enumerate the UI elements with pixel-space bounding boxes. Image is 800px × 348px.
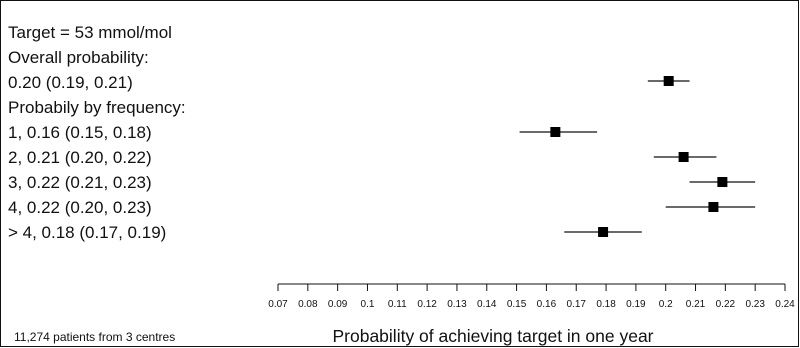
x-axis-label: Probability of achieving target in one y… <box>332 326 653 346</box>
x-tick-label-3: 0.1 <box>361 299 375 310</box>
group-labels: 1, 0.16 (0.15, 0.18) 2, 0.21 (0.20, 0.22)… <box>8 123 166 242</box>
x-axis: 0.07 0.08 0.09 0.1 0.11 0.12 0.13 0.14 0.15 0.16 0… <box>268 283 795 310</box>
forest-marks <box>519 76 756 237</box>
overall-point <box>663 76 674 86</box>
group-label-5: > 4, 0.18 (0.17, 0.19) <box>8 223 166 242</box>
x-tick-label-1: 0.08 <box>298 299 318 310</box>
x-tick-label-6: 0.13 <box>447 299 467 310</box>
overall-label: 0.20 (0.19, 0.21) <box>8 73 133 92</box>
group-label-2: 2, 0.21 (0.20, 0.22) <box>8 148 152 167</box>
group-3-point <box>717 177 728 187</box>
footnote: 11,274 patients from 3 centres <box>14 330 175 344</box>
x-tick-label-14: 0.21 <box>686 299 706 310</box>
x-tick-label-2: 0.09 <box>328 299 348 310</box>
group-label-3: 3, 0.22 (0.21, 0.23) <box>8 173 152 192</box>
group-label-1: 1, 0.16 (0.15, 0.18) <box>8 123 152 142</box>
x-tick-label-10: 0.17 <box>567 299 587 310</box>
groups-heading: Probabily by frequency: <box>8 98 186 117</box>
group-1-point <box>550 127 561 137</box>
x-tick-label-11: 0.18 <box>596 299 616 310</box>
x-tick-label-12: 0.19 <box>626 299 646 310</box>
x-tick-label-8: 0.15 <box>507 299 527 310</box>
x-tick-label-13: 0.2 <box>659 299 673 310</box>
group-label-4: 4, 0.22 (0.20, 0.23) <box>8 198 152 217</box>
group-2-point <box>678 152 689 162</box>
x-tick-label-15: 0.22 <box>716 299 736 310</box>
x-tick-label-17: 0.24 <box>775 299 795 310</box>
x-tick-label-0: 0.07 <box>268 299 288 310</box>
x-tick-label-7: 0.14 <box>477 299 497 310</box>
x-tick-label-4: 0.11 <box>388 299 407 310</box>
group-4-point <box>708 202 719 212</box>
group-5-point <box>598 227 609 237</box>
chart-title: Target = 53 mmol/mol <box>8 23 172 42</box>
overall-heading: Overall probability: <box>8 48 149 67</box>
x-tick-label-5: 0.12 <box>417 299 437 310</box>
x-tick-label-9: 0.16 <box>537 299 557 310</box>
x-tick-label-16: 0.23 <box>745 299 765 310</box>
